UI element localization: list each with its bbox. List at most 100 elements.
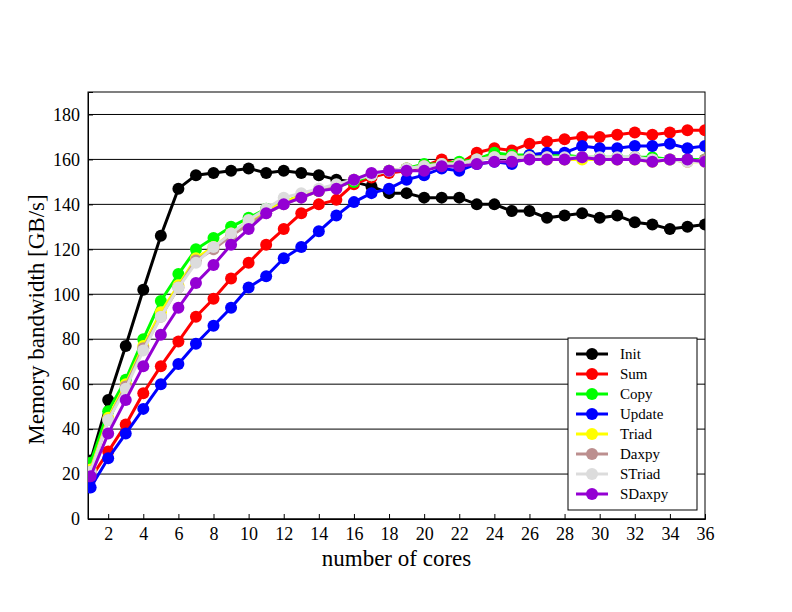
series-point bbox=[453, 192, 465, 204]
legend-entry: Daxpy bbox=[576, 446, 660, 462]
series-point bbox=[278, 252, 290, 264]
x-tick-label: 2 bbox=[104, 524, 113, 544]
series-point bbox=[313, 185, 325, 197]
plot-frame bbox=[88, 92, 705, 519]
y-tick-label: 100 bbox=[53, 285, 80, 305]
series-point bbox=[243, 223, 255, 235]
y-tick: 160 bbox=[53, 150, 93, 170]
series-point bbox=[225, 228, 237, 240]
series-point bbox=[330, 183, 342, 195]
x-tick: 10 bbox=[240, 514, 258, 544]
legend: InitSumCopyUpdateTriadDaxpySTriadSDaxpy bbox=[568, 338, 697, 510]
series-point bbox=[383, 165, 395, 177]
y-tick-label: 160 bbox=[53, 150, 80, 170]
series-point bbox=[172, 302, 184, 314]
series-point bbox=[576, 151, 588, 163]
series-point bbox=[611, 153, 623, 165]
y-tick-label: 80 bbox=[62, 329, 80, 349]
series-point bbox=[699, 156, 705, 168]
series-point bbox=[576, 151, 588, 163]
series-point bbox=[365, 167, 377, 179]
legend-label: Update bbox=[620, 406, 664, 422]
series-point bbox=[629, 126, 641, 138]
series-point bbox=[611, 153, 623, 165]
x-tick-label: 6 bbox=[174, 524, 183, 544]
x-tick-label: 8 bbox=[210, 524, 219, 544]
legend-entry: Copy bbox=[576, 386, 653, 402]
series-point bbox=[646, 156, 658, 168]
x-tick: 14 bbox=[310, 514, 328, 544]
series-point bbox=[348, 174, 360, 186]
series-point bbox=[260, 207, 272, 219]
x-tick: 34 bbox=[661, 514, 679, 544]
series-point bbox=[278, 223, 290, 235]
series-point bbox=[559, 153, 571, 165]
series-point bbox=[559, 153, 571, 165]
series-point bbox=[348, 174, 360, 186]
series-point bbox=[208, 293, 220, 305]
x-tick-mark bbox=[214, 514, 215, 519]
x-tick-label: 32 bbox=[626, 524, 644, 544]
series-point bbox=[681, 153, 693, 165]
series-point bbox=[208, 320, 220, 332]
chart: 2468101214161820222426283032343602040608… bbox=[0, 0, 792, 612]
series-point bbox=[611, 210, 623, 222]
y-tick-mark bbox=[88, 204, 93, 205]
series-point bbox=[594, 212, 606, 224]
series-point bbox=[190, 338, 202, 350]
y-tick-mark bbox=[88, 339, 93, 340]
grid-line bbox=[88, 114, 705, 115]
series-point bbox=[348, 174, 360, 186]
series-point bbox=[313, 198, 325, 210]
series-point bbox=[541, 153, 553, 165]
series-point bbox=[155, 329, 167, 341]
series-point bbox=[225, 273, 237, 285]
x-tick-mark bbox=[284, 514, 285, 519]
y-tick-label: 180 bbox=[53, 105, 80, 125]
y-axis: 020406080100120140160180 bbox=[53, 93, 93, 530]
series-point bbox=[137, 284, 149, 296]
series-point bbox=[629, 216, 641, 228]
series-point bbox=[208, 167, 220, 179]
series-point bbox=[243, 257, 255, 269]
x-tick: 30 bbox=[591, 514, 609, 544]
series-point bbox=[594, 131, 606, 143]
x-tick-mark bbox=[108, 514, 109, 519]
series-point bbox=[348, 196, 360, 208]
y-tick: 140 bbox=[53, 195, 93, 215]
series-point bbox=[664, 153, 676, 165]
legend-swatch-marker bbox=[586, 388, 598, 400]
series-point bbox=[155, 378, 167, 390]
series-point bbox=[313, 225, 325, 237]
legend-entry: Triad bbox=[576, 426, 652, 442]
x-tick: 8 bbox=[210, 514, 219, 544]
legend-swatch-marker bbox=[586, 468, 598, 480]
series-point bbox=[365, 187, 377, 199]
series-point bbox=[401, 187, 413, 199]
series-point bbox=[313, 185, 325, 197]
series-point bbox=[436, 160, 448, 172]
series-point bbox=[278, 165, 290, 177]
y-tick-label: 0 bbox=[71, 509, 80, 529]
x-tick-label: 20 bbox=[416, 524, 434, 544]
series-point bbox=[436, 192, 448, 204]
series-point bbox=[541, 135, 553, 147]
legend-swatch-marker bbox=[586, 448, 598, 460]
x-tick-mark bbox=[249, 514, 250, 519]
x-tick-mark bbox=[565, 514, 566, 519]
series-point bbox=[225, 302, 237, 314]
x-tick: 28 bbox=[556, 514, 574, 544]
y-tick-label: 120 bbox=[53, 240, 80, 260]
x-tick-mark bbox=[354, 514, 355, 519]
series-point bbox=[260, 167, 272, 179]
x-tick-label: 22 bbox=[451, 524, 469, 544]
legend-label: STriad bbox=[620, 466, 661, 482]
series-point bbox=[629, 153, 641, 165]
series-point bbox=[88, 482, 97, 494]
series-point bbox=[646, 140, 658, 152]
x-tick-mark bbox=[635, 514, 636, 519]
series-point bbox=[383, 165, 395, 177]
legend-label: Sum bbox=[620, 366, 648, 382]
series-point bbox=[155, 360, 167, 372]
x-tick: 26 bbox=[521, 514, 539, 544]
